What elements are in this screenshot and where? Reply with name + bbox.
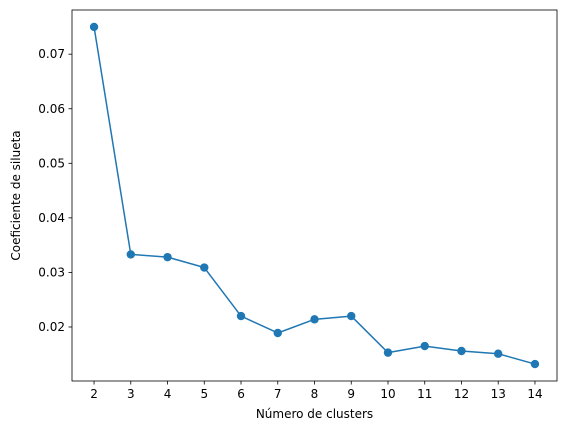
x-tick-label: 11 <box>417 387 432 401</box>
y-tick-label: 0.04 <box>38 211 65 225</box>
x-axis-ticks: 2 3 4 5 6 7 8 9 10 11 12 13 14 <box>90 381 543 401</box>
data-point <box>494 349 503 358</box>
y-axis-title: Coeficiente de silueta <box>9 130 23 260</box>
x-tick-label: 5 <box>200 387 208 401</box>
y-tick-label: 0.03 <box>38 265 65 279</box>
data-point <box>126 250 135 259</box>
x-tick-label: 3 <box>127 387 135 401</box>
data-point <box>347 311 356 321</box>
data-point <box>273 328 282 338</box>
data-point <box>236 311 246 321</box>
data-point <box>163 252 172 262</box>
x-tick-label: 2 <box>90 387 98 401</box>
data-point <box>530 359 540 369</box>
x-tick-label: 7 <box>274 387 282 401</box>
y-axis-ticks: 0.02 0.03 0.04 0.05 0.06 0.07 <box>38 47 72 334</box>
data-point <box>310 315 319 324</box>
data-point <box>383 348 393 357</box>
x-tick-label: 14 <box>527 387 542 401</box>
x-tick-label: 13 <box>491 387 506 401</box>
data-point <box>420 341 429 351</box>
y-tick-label: 0.06 <box>38 102 65 116</box>
x-tick-label: 8 <box>311 387 319 401</box>
y-tick-label: 0.02 <box>38 320 65 334</box>
series-layer <box>89 22 540 369</box>
plot-frame <box>71 9 558 382</box>
data-point <box>89 22 99 32</box>
y-tick-label: 0.07 <box>38 47 65 61</box>
y-tick-label: 0.05 <box>38 156 65 170</box>
x-axis-title: Número de clusters <box>256 407 373 421</box>
data-point <box>457 346 466 356</box>
plot-area <box>72 10 557 381</box>
data-point <box>200 263 209 272</box>
x-tick-label: 4 <box>164 387 172 401</box>
x-tick-label: 6 <box>237 387 245 401</box>
x-tick-label: 10 <box>380 387 395 401</box>
x-tick-label: 12 <box>454 387 469 401</box>
x-tick-label: 9 <box>347 387 355 401</box>
